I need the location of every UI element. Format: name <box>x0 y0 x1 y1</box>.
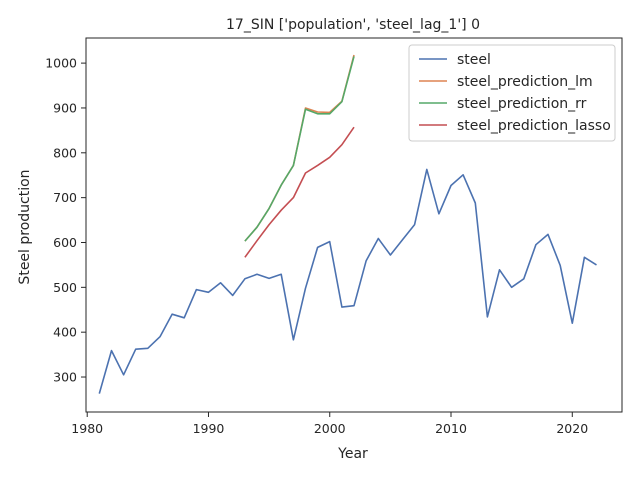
y-tick-label: 400 <box>53 325 77 340</box>
x-tick-label: 2010 <box>435 421 467 436</box>
y-tick-label: 600 <box>53 235 77 250</box>
y-tick-label: 1000 <box>45 56 77 71</box>
y-tick-label: 900 <box>53 100 77 115</box>
legend-label: steel_prediction_lasso <box>457 118 611 134</box>
legend-label: steel_prediction_rr <box>457 96 587 112</box>
y-tick-label: 500 <box>53 280 77 295</box>
x-tick-label: 2000 <box>314 421 346 436</box>
legend: steel steel_prediction_lm steel_prediction… <box>408 44 616 142</box>
legend-label: steel_prediction_lm <box>457 74 593 90</box>
x-tick-label: 2020 <box>556 421 588 436</box>
x-axis: 1980 1990 2000 2010 2020 <box>71 412 588 436</box>
y-axis-label: Steel production <box>17 169 33 284</box>
legend-label: steel <box>457 52 491 68</box>
chart-title: 17_SIN ['population', 'steel_lag_1'] 0 <box>226 17 480 33</box>
y-tick-label: 300 <box>53 370 77 385</box>
series-line-steel-prediction-lasso <box>244 126 355 258</box>
y-tick-label: 800 <box>53 145 77 160</box>
x-tick-label: 1990 <box>193 421 225 436</box>
legend-box <box>408 44 616 142</box>
plot-frame <box>85 37 623 413</box>
series-line-steel <box>98 168 597 394</box>
y-axis: 300 400 500 600 700 800 900 1000 <box>45 56 86 385</box>
y-tick-label: 700 <box>53 190 77 205</box>
series-line-steel-prediction-rr <box>244 56 355 242</box>
plot-area <box>85 37 623 413</box>
x-axis-label: Year <box>337 446 368 462</box>
x-tick-label: 1980 <box>71 421 103 436</box>
